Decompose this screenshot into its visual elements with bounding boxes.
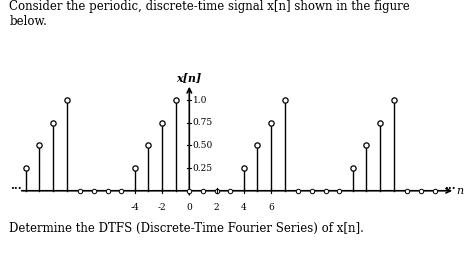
Text: 4: 4 bbox=[241, 203, 246, 211]
Text: 0.25: 0.25 bbox=[193, 163, 213, 173]
Text: 0.50: 0.50 bbox=[193, 141, 213, 150]
Text: 2: 2 bbox=[214, 203, 219, 211]
Text: 1.0: 1.0 bbox=[193, 96, 207, 105]
Text: n: n bbox=[456, 186, 464, 196]
Text: ...: ... bbox=[10, 180, 22, 191]
Text: 0.75: 0.75 bbox=[193, 118, 213, 127]
Text: x[n]: x[n] bbox=[177, 72, 202, 83]
Text: Determine the DTFS (Discrete-Time Fourier Series) of x[n].: Determine the DTFS (Discrete-Time Fourie… bbox=[9, 222, 365, 235]
Text: 0: 0 bbox=[186, 203, 192, 211]
Text: Consider the periodic, discrete-time signal x[n] shown in the figure
below.: Consider the periodic, discrete-time sig… bbox=[9, 0, 410, 28]
Text: 6: 6 bbox=[268, 203, 274, 211]
Text: ...: ... bbox=[444, 180, 456, 191]
Text: -2: -2 bbox=[158, 203, 166, 211]
Text: -4: -4 bbox=[130, 203, 139, 211]
